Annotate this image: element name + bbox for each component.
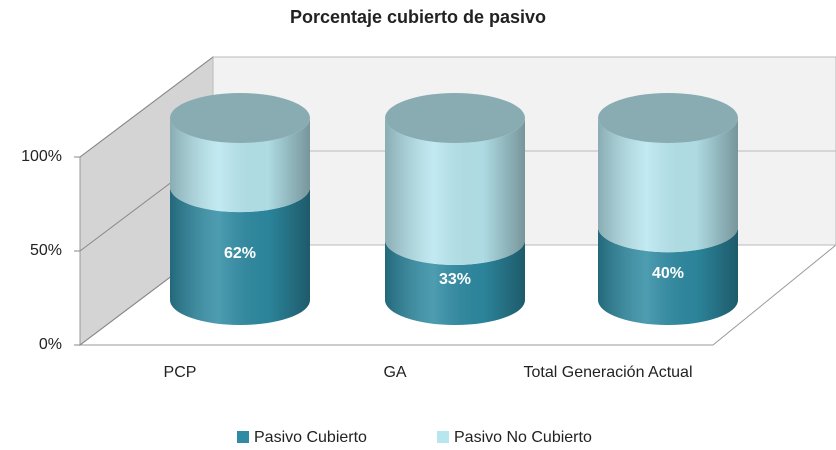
value-label: 33% — [439, 271, 471, 288]
segment-shade — [598, 118, 738, 253]
segment-shade — [170, 118, 310, 213]
x-tick-label: Total Generación Actual — [523, 364, 693, 381]
lid-shade — [385, 93, 525, 143]
cylinder-lid — [598, 93, 738, 143]
x-tick-label: PCP — [163, 364, 197, 381]
cylinder-lid — [385, 93, 525, 143]
legend-label: Pasivo No Cubierto — [454, 429, 592, 446]
y-tick-label: 50% — [30, 242, 62, 259]
segment-shade — [170, 187, 310, 325]
lid-shade — [598, 93, 738, 143]
segment-shade — [385, 239, 525, 325]
segment-shade — [385, 118, 525, 265]
legend-label: Pasivo Cubierto — [254, 429, 367, 446]
chart-title: Porcentaje cubierto de pasivo — [290, 7, 546, 27]
y-tick-label: 100% — [21, 148, 62, 165]
segment-shade — [598, 227, 738, 325]
lid-shade — [170, 93, 310, 143]
legend-swatch — [437, 431, 449, 443]
value-label: 62% — [224, 245, 256, 262]
grid-line — [79, 56, 214, 158]
cylinder-lid — [170, 93, 310, 143]
y-tick-label: 0% — [39, 336, 62, 353]
legend-swatch — [237, 431, 249, 443]
x-tick-label: GA — [383, 364, 407, 381]
value-label: 40% — [652, 265, 684, 282]
